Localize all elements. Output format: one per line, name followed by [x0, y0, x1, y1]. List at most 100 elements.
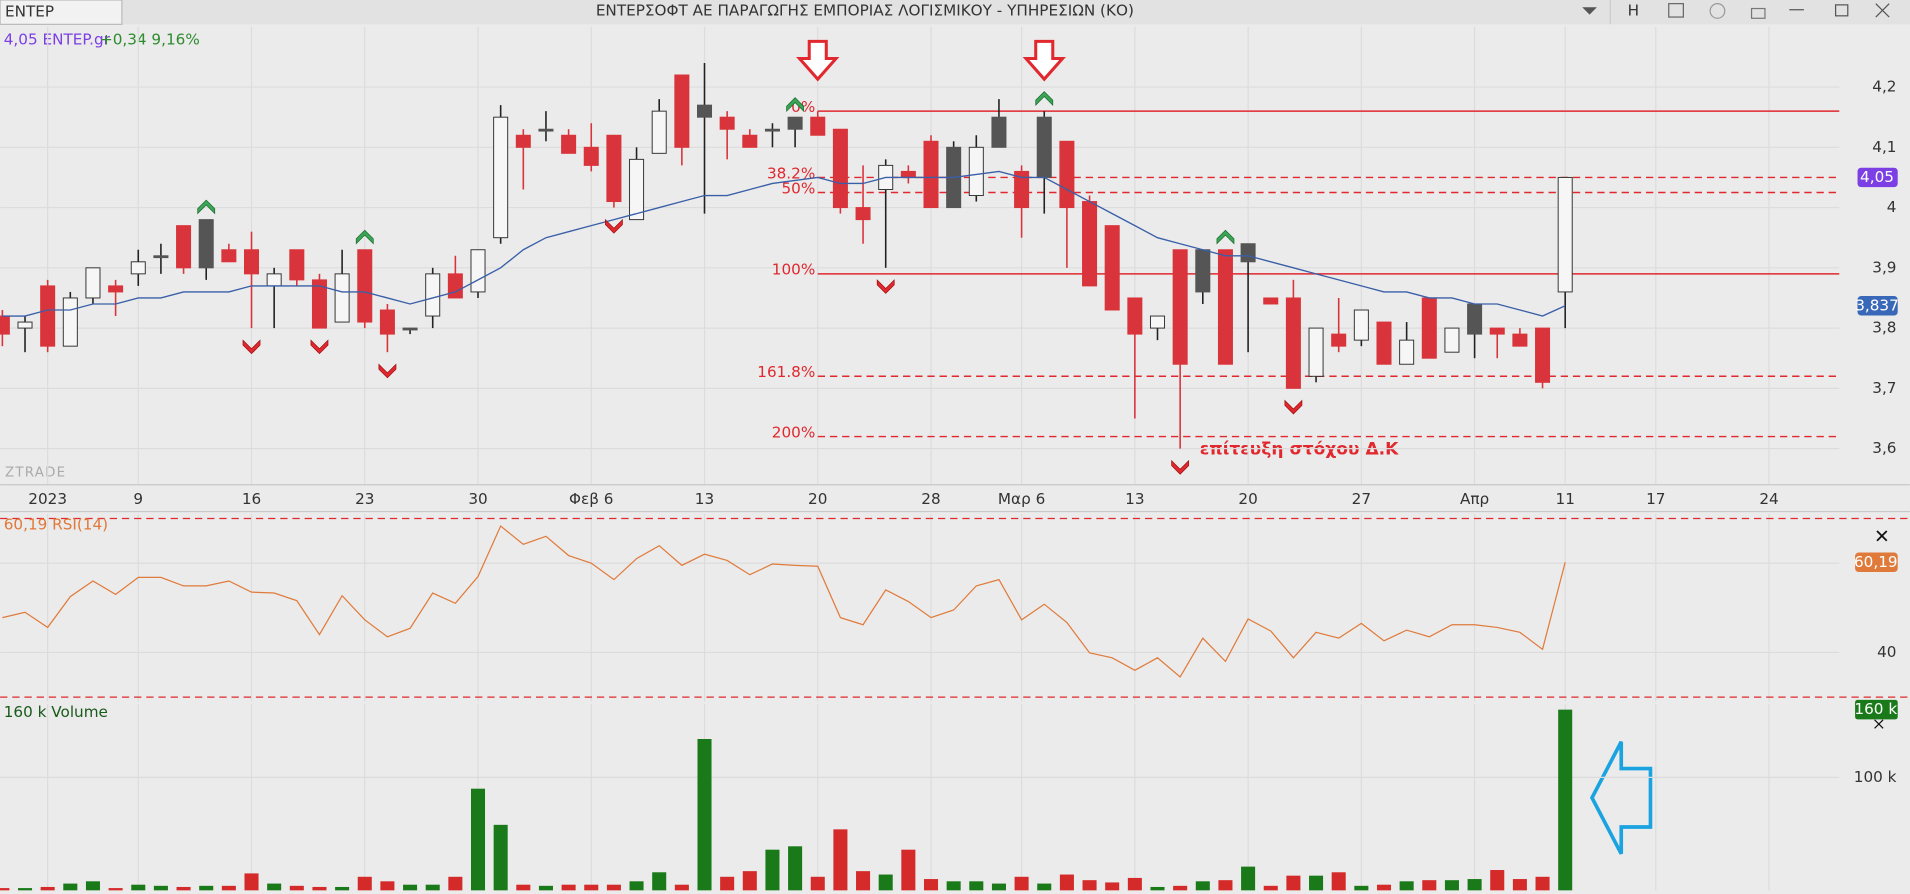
fib-label: 100% [772, 261, 816, 279]
big-arrow [1022, 39, 1066, 82]
volume-bar [878, 874, 893, 891]
candle-body [1036, 116, 1052, 178]
volume-bar [1490, 870, 1505, 891]
x-tick-label: 30 [468, 490, 487, 508]
candle-body [447, 273, 463, 299]
volume-bar [810, 876, 825, 891]
restore-icon[interactable] [1834, 4, 1849, 17]
volume-bar [1331, 872, 1346, 891]
close-panel-icon[interactable] [1874, 719, 1884, 729]
candle-body [493, 116, 509, 239]
y-tick-label: 4 [1887, 198, 1897, 216]
x-tick-label: Μαρ 6 [998, 490, 1045, 508]
volume-bar [923, 879, 939, 891]
volume-bar [403, 884, 418, 891]
dropdown-icon[interactable] [1582, 7, 1597, 15]
moving-average [2, 170, 1566, 317]
candle-body [583, 146, 599, 166]
volume-bar [312, 886, 327, 891]
legend-change: +0,34 9,16% [100, 31, 200, 49]
volume-bar [1014, 876, 1029, 891]
candle-body [1104, 225, 1120, 311]
down-signal [1284, 399, 1303, 415]
volume-bar [1195, 881, 1210, 891]
volume-bar [538, 885, 553, 891]
x-tick-label: 23 [355, 490, 374, 508]
candle-body [1535, 327, 1551, 383]
candle-body [787, 116, 803, 130]
volume-tick-label: 100 k [1854, 768, 1897, 786]
volume-bar [1467, 879, 1482, 891]
volume-bar [856, 871, 871, 891]
header-button[interactable]: Η [1628, 1, 1639, 19]
volume-bar [561, 884, 576, 891]
candle-body [674, 74, 690, 148]
candle-body [1263, 297, 1279, 305]
volume-bar [1535, 876, 1550, 891]
volume-bar [267, 883, 282, 891]
annotation: επίτευξη στόχου Δ.Κ [1200, 439, 1399, 459]
x-tick-label: Απρ [1460, 490, 1489, 508]
close-icon[interactable] [1875, 3, 1890, 18]
watermark: ZTRADE [5, 466, 66, 481]
candle-body [1557, 176, 1573, 293]
candle-body [1127, 297, 1143, 335]
down-signal [310, 339, 329, 355]
candle-body [1059, 140, 1075, 209]
tab[interactable] [0, 0, 123, 25]
y-tick-label: 3,8 [1872, 319, 1896, 337]
candle-body [1512, 333, 1528, 347]
volume-bar [1037, 883, 1052, 891]
volume-bar [335, 886, 350, 891]
volume-bar [1399, 881, 1414, 891]
volume-bar [1512, 879, 1527, 891]
ma-tag [1857, 296, 1898, 316]
price-tag-label: 4,05 [1860, 168, 1894, 186]
candle-body [266, 273, 282, 287]
candle-body [311, 279, 327, 329]
volume-bar [17, 888, 33, 891]
volume-bar [765, 849, 780, 891]
volume-bar [289, 885, 304, 891]
candle-body [0, 315, 10, 335]
candle-body [1195, 249, 1211, 293]
volume-bar [1218, 880, 1233, 891]
volume-bar [584, 884, 599, 891]
volume-bar [176, 886, 191, 891]
x-tick-label: 2023 [28, 490, 67, 508]
help-icon[interactable] [1709, 3, 1726, 19]
candle-body [1467, 303, 1483, 335]
candle-body [62, 297, 78, 347]
volume-bar [493, 824, 508, 891]
volume-bar [742, 871, 757, 891]
candle-body [629, 158, 645, 221]
candle-body [515, 134, 531, 148]
pointer-arrow [1589, 740, 1653, 855]
volume-bar [425, 884, 440, 891]
volume-bar [1241, 866, 1256, 891]
y-tick-label: 3,6 [1872, 439, 1896, 457]
volume-bar [0, 888, 10, 891]
lock-icon[interactable] [1750, 7, 1766, 19]
x-tick-label: 20 [1238, 490, 1257, 508]
rsi-line [2, 525, 1566, 678]
volume-bar [470, 788, 486, 891]
candle-body [130, 261, 146, 275]
candle-body [742, 134, 758, 148]
volume-bar [516, 884, 531, 891]
volume-bar [1286, 875, 1301, 891]
close-panel-icon[interactable] [1876, 530, 1888, 542]
up-signal [355, 229, 374, 245]
candle-body [85, 267, 101, 299]
candle-body [696, 104, 713, 118]
candle-body [1082, 201, 1098, 287]
window-icon[interactable] [1668, 3, 1684, 18]
volume-bar [199, 885, 214, 891]
candle-body [1149, 315, 1166, 329]
volume-bar [1422, 880, 1437, 891]
volume-bar [833, 829, 848, 891]
rsi-tag [1855, 552, 1898, 573]
candle-body [900, 170, 916, 178]
